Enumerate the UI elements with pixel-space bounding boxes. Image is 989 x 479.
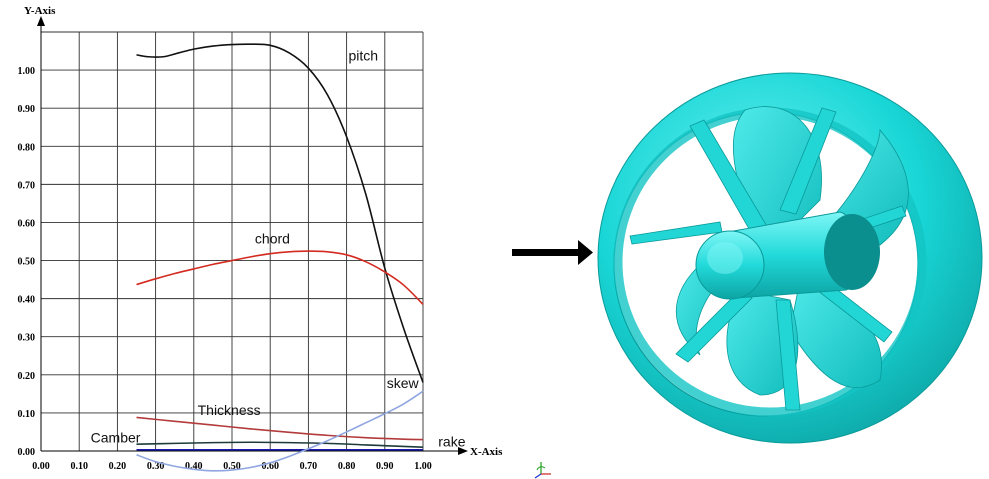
series-line-camber [136,441,424,448]
x-tick-label: 0.00 [32,461,50,472]
y-tick-label: 0.80 [18,142,36,153]
series-label-camber: Camber [91,430,141,446]
series-line-skew [136,390,424,472]
y-axis-arrow-icon [37,16,45,26]
y-tick-label: 1.00 [18,66,36,77]
y-axis-label: Y-Axis [24,5,56,17]
ducted-propeller-illustration [597,72,983,444]
series-label-rake: rake [438,433,465,449]
x-tick-label: 0.60 [261,461,279,472]
y-tick-label: 0.90 [18,104,36,115]
chart-axes [37,16,468,455]
y-tick-label: 0.60 [18,218,36,229]
y-tick-label: 0.10 [18,409,36,420]
y-tick-label: 0.70 [18,180,36,191]
x-tick-label: 0.30 [147,461,165,472]
x-tick-label: 0.80 [338,461,356,472]
chart-grid [41,31,424,451]
x-tick-label: 0.50 [223,461,241,472]
propeller-hub [695,211,880,300]
axis-triad-icon [534,462,551,479]
series-line-chord [136,250,424,305]
x-axis-label: X-Axis [470,446,503,458]
series-label-chord: chord [255,230,290,246]
series-line-thickness [136,416,424,441]
x-tick-label: 0.70 [300,461,318,472]
y-tick-label: 0.40 [18,295,36,306]
y-tick-label: 0.00 [18,447,36,458]
series-annotations: pitch chord Thickness Camber skew rake [91,48,466,450]
x-tick-label: 1.00 [414,461,432,472]
x-tick-label: 0.40 [185,461,203,472]
series-line-pitch [136,43,424,383]
series-label-pitch: pitch [349,48,379,64]
x-tick-label: 0.10 [70,461,88,472]
series-label-skew: skew [387,375,420,391]
series-lines [136,43,424,472]
right-arrow-icon [512,240,593,265]
y-tick-label: 0.30 [18,333,36,344]
series-label-thickness: Thickness [198,402,261,418]
y-tick-label: 0.20 [18,371,36,382]
line-chart: 0.00 0.10 0.20 0.30 0.40 0.50 0.60 0.70 0.80 0.90… [18,5,551,479]
x-tick-label: 0.20 [109,461,127,472]
x-tick-label: 0.90 [376,461,394,472]
tick-labels: 0.00 0.10 0.20 0.30 0.40 0.50 0.60 0.70 0.80 0.90… [18,66,432,472]
x-axis-arrow-icon [458,447,468,455]
y-tick-label: 0.50 [18,257,36,268]
